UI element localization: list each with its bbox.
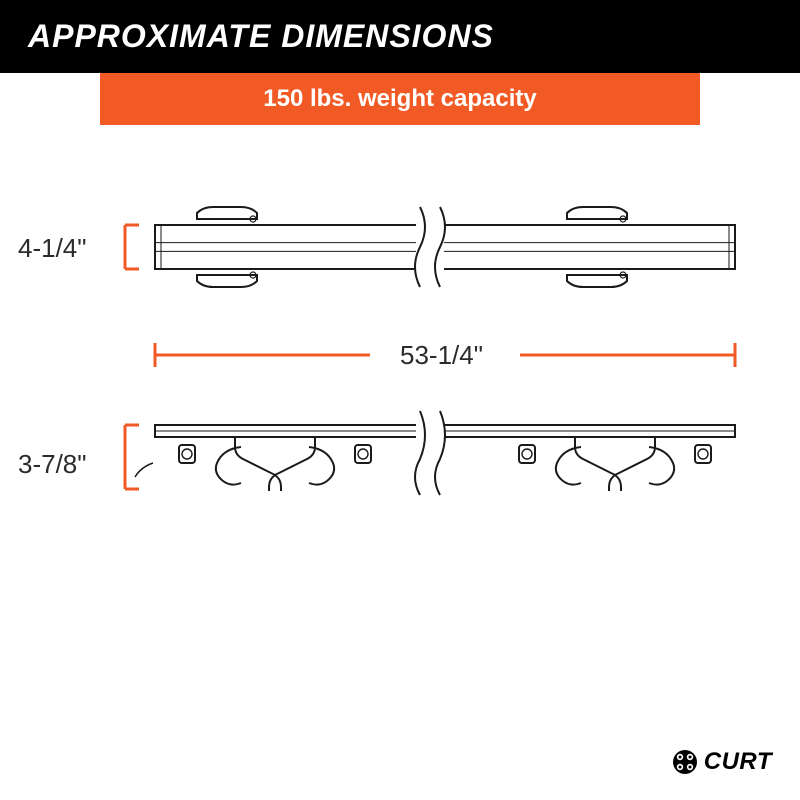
- capacity-bar: 150 lbs. weight capacity: [100, 73, 700, 125]
- diagram-area: 4-1/4" 53-1/4" 3-7/8": [0, 165, 800, 705]
- header-title: APPROXIMATE DIMENSIONS: [28, 18, 772, 55]
- brand-icon: [672, 749, 698, 775]
- dim-label-width: 53-1/4": [400, 340, 483, 371]
- brand-logo: CURT: [672, 748, 772, 776]
- dim-label-height-top: 4-1/4": [18, 233, 87, 264]
- brand-text: CURT: [704, 748, 772, 776]
- dim-label-height-bottom: 3-7/8": [18, 449, 87, 480]
- dimension-diagram: [0, 165, 800, 705]
- header-bar: APPROXIMATE DIMENSIONS: [0, 0, 800, 73]
- capacity-text: 150 lbs. weight capacity: [263, 85, 536, 112]
